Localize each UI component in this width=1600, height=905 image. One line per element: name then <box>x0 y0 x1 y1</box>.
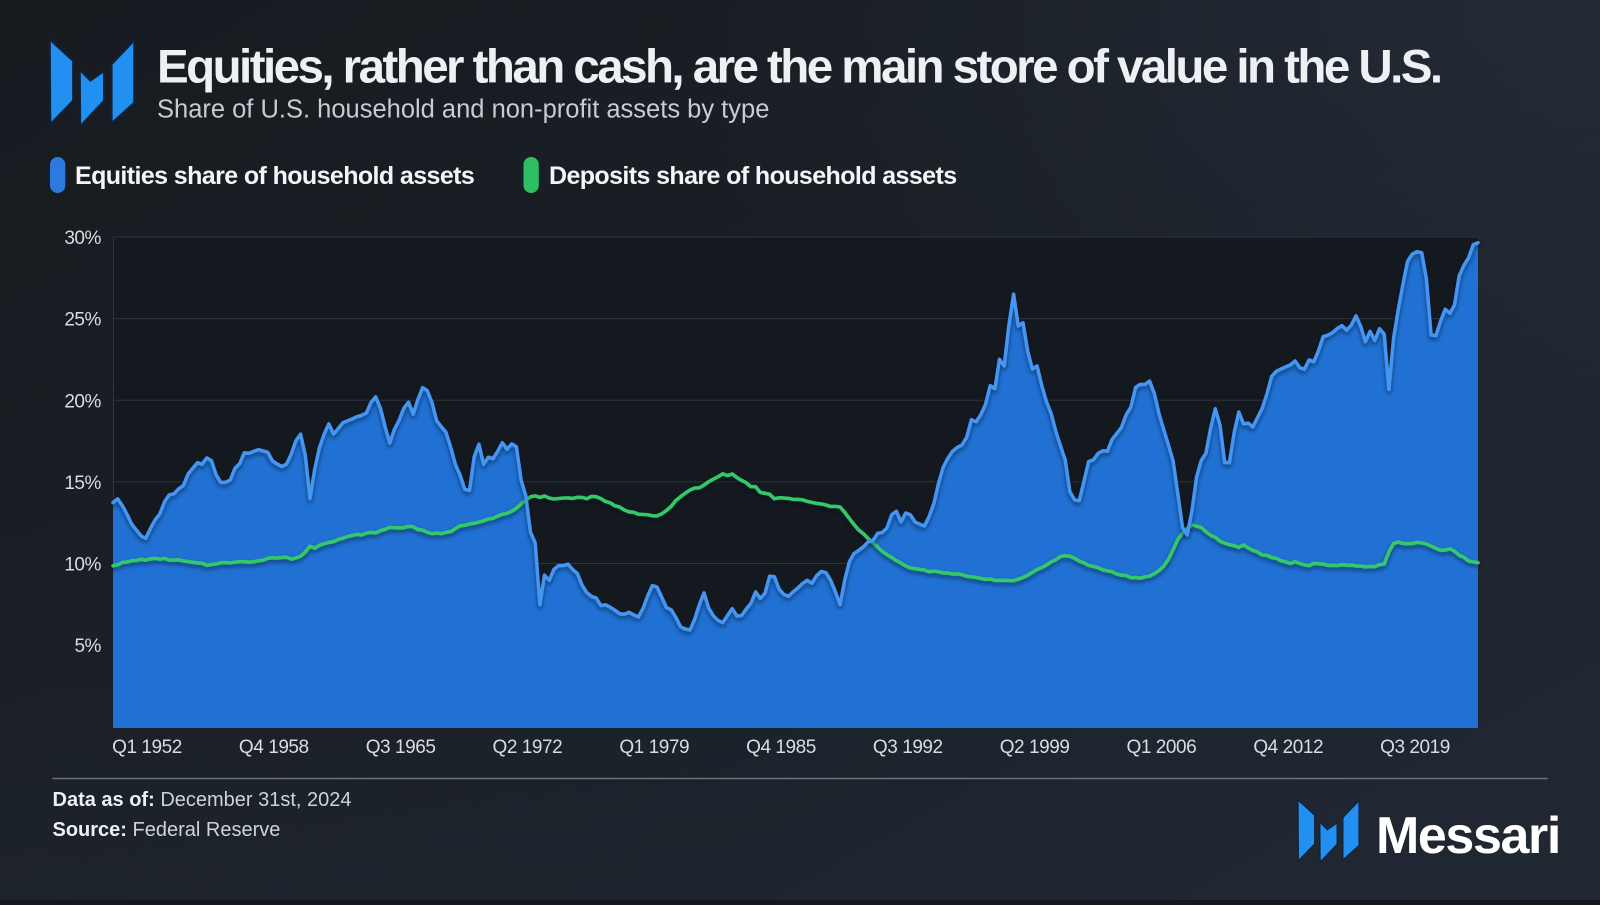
svg-text:10%: 10% <box>64 555 101 576</box>
svg-text:Q2 1999: Q2 1999 <box>1000 737 1070 758</box>
svg-text:Source: Federal Reserve: Source: Federal Reserve <box>53 819 281 841</box>
svg-text:25%: 25% <box>64 310 101 331</box>
svg-text:Q1 1979: Q1 1979 <box>619 737 689 758</box>
svg-text:Equities share of household as: Equities share of household assets <box>75 162 474 190</box>
svg-text:5%: 5% <box>74 636 101 657</box>
svg-text:20%: 20% <box>64 391 101 412</box>
svg-text:Messari: Messari <box>1376 807 1560 865</box>
svg-text:Q2 1972: Q2 1972 <box>493 737 563 758</box>
svg-text:Share of U.S. household and no: Share of U.S. household and non-profit a… <box>157 96 769 124</box>
svg-text:Q1 2006: Q1 2006 <box>1127 737 1197 758</box>
svg-text:Deposits share of household as: Deposits share of household assets <box>549 162 957 190</box>
svg-text:30%: 30% <box>64 228 101 249</box>
svg-text:Q4 2012: Q4 2012 <box>1253 737 1323 758</box>
svg-text:Q3 1992: Q3 1992 <box>873 737 943 758</box>
svg-text:Q4 1985: Q4 1985 <box>746 737 816 758</box>
svg-text:Equities, rather than cash, ar: Equities, rather than cash, are the main… <box>157 41 1441 94</box>
svg-text:Q4 1958: Q4 1958 <box>239 737 309 758</box>
svg-text:Q3 2019: Q3 2019 <box>1380 737 1450 758</box>
svg-text:Data as of: December 31st, 202: Data as of: December 31st, 2024 <box>53 789 352 811</box>
svg-text:15%: 15% <box>64 473 101 494</box>
svg-text:Q1 1952: Q1 1952 <box>112 737 182 758</box>
svg-text:Q3 1965: Q3 1965 <box>366 737 436 758</box>
